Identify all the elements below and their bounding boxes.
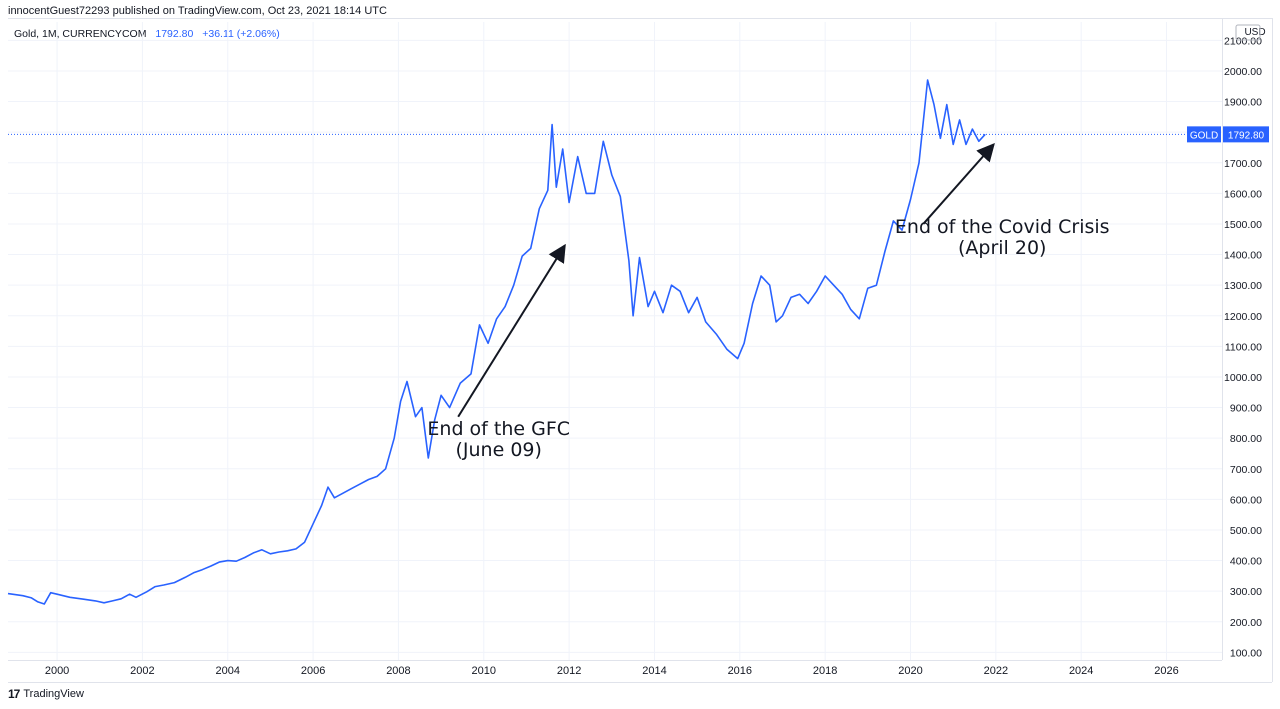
y-tick-label: 1400.00 — [1224, 250, 1262, 262]
y-tick-label: 700.00 — [1230, 464, 1262, 476]
y-tick-label: 800.00 — [1230, 433, 1262, 445]
annotation-text: End of the Covid Crisis — [895, 216, 1110, 238]
legend-price: 1792.80 — [155, 28, 194, 40]
y-tick-label: 1500.00 — [1224, 219, 1262, 231]
chart-grid — [8, 22, 1222, 660]
tradingview-footer[interactable]: 17 TradingView — [8, 687, 84, 701]
last-price-value: 1792.80 — [1228, 130, 1265, 141]
x-tick-label: 2022 — [984, 665, 1008, 677]
annotation-arrow — [922, 143, 995, 225]
y-tick-label: 500.00 — [1230, 525, 1262, 537]
currency-label: USD — [1244, 27, 1265, 38]
time-axis: 2000 2002 2004 2006 2008 2010 2012 2014 2016 2018… — [8, 660, 1272, 683]
price-series-line — [7, 79, 986, 605]
published-by-line: innocentGuest72293 published on TradingV… — [8, 5, 387, 17]
annotation-text: (June 09) — [456, 439, 542, 461]
x-tick-label: 2024 — [1069, 665, 1093, 677]
y-tick-label: 1900.00 — [1224, 97, 1262, 109]
x-tick-label: 2026 — [1154, 665, 1178, 677]
y-tick-label: 1300.00 — [1224, 280, 1262, 292]
y-tick-label: 1700.00 — [1224, 158, 1262, 170]
tradingview-logo-icon: 17 — [8, 687, 20, 701]
x-tick-label: 2020 — [898, 665, 922, 677]
price-axis: 100.00 200.00 300.00 400.00 500.00 600.00 700.… — [8, 18, 1273, 682]
y-tick-label: 600.00 — [1230, 494, 1262, 506]
x-tick-label: 2008 — [386, 665, 410, 677]
symbol-legend[interactable]: Gold, 1M, CURRENCYCOM 1792.80 +36.11 (+2… — [14, 28, 280, 40]
x-tick-label: 2018 — [813, 665, 837, 677]
x-tick-label: 2006 — [301, 665, 325, 677]
last-price-name-tag — [1187, 126, 1221, 143]
y-tick-label: 1200.00 — [1224, 311, 1262, 323]
y-tick-label: 2000.00 — [1224, 66, 1262, 78]
annotation-text: End of the GFC — [427, 418, 570, 440]
y-tick-label: 2100.00 — [1224, 35, 1262, 47]
y-tick-label: 1600.00 — [1224, 188, 1262, 200]
annotation-arrow — [457, 243, 566, 418]
legend-change: +36.11 (+2.06%) — [202, 28, 280, 40]
x-tick-label: 2010 — [472, 665, 496, 677]
tradingview-brand: TradingView — [23, 688, 84, 700]
legend-symbol: Gold, 1M, CURRENCYCOM — [14, 28, 147, 40]
y-tick-label: 100.00 — [1230, 647, 1262, 659]
x-tick-label: 2012 — [557, 665, 581, 677]
annotation-layer: End of the GFC(June 09) End of the Covid … — [427, 143, 1110, 461]
currency-box — [1235, 24, 1261, 41]
last-price-name: GOLD — [1190, 130, 1218, 141]
y-tick-label: 300.00 — [1230, 586, 1262, 598]
x-tick-label: 2016 — [728, 665, 752, 677]
y-tick-label: 1000.00 — [1224, 372, 1262, 384]
plot-area — [7, 79, 1222, 605]
x-tick-label: 2000 — [45, 665, 69, 677]
x-tick-label: 2014 — [642, 665, 666, 677]
annotation-text: (April 20) — [958, 237, 1046, 259]
x-tick-label: 2002 — [130, 665, 154, 677]
y-tick-label: 1100.00 — [1225, 341, 1262, 353]
y-tick-label: 200.00 — [1230, 617, 1262, 629]
y-tick-label: 400.00 — [1230, 556, 1262, 568]
x-tick-label: 2004 — [216, 665, 240, 677]
y-tick-label: 900.00 — [1230, 403, 1262, 415]
last-price-value-tag — [1223, 126, 1269, 143]
